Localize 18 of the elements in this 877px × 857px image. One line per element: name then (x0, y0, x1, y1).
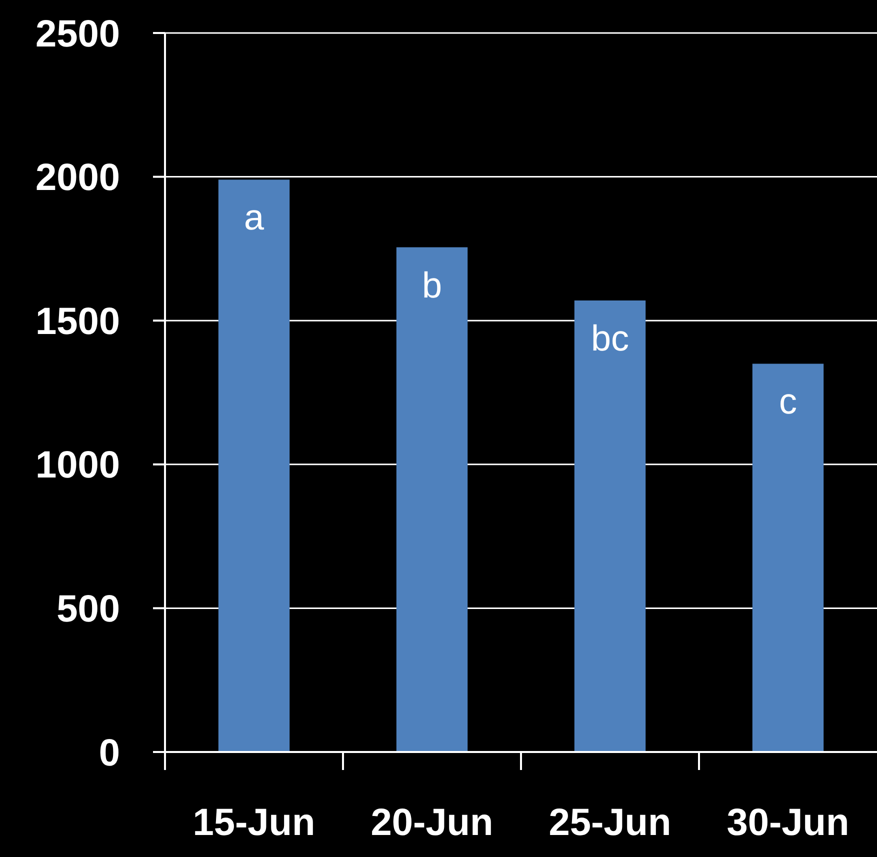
annotation: bc (590, 317, 630, 358)
x-tick-label: 15-Jun (192, 802, 316, 844)
x-tick-label: 30-Jun (726, 802, 850, 844)
y-tick-label: 0 (98, 732, 120, 774)
y-tick-label: 1500 (35, 300, 120, 343)
x-tick-label: 20-Jun (370, 802, 494, 844)
y-tick-label: 2000 (35, 157, 120, 200)
annotation: a (244, 196, 265, 238)
bar (752, 364, 824, 752)
bar (218, 180, 290, 752)
y-tick-label: 500 (56, 588, 120, 630)
annotation: c (779, 380, 797, 422)
y-tick-label: 2500 (35, 13, 120, 56)
bar (396, 247, 468, 752)
y-tick-label: 1000 (35, 444, 120, 487)
x-tick-label: 25-Jun (548, 802, 672, 844)
bar (574, 300, 646, 752)
annotation: b (422, 264, 442, 306)
